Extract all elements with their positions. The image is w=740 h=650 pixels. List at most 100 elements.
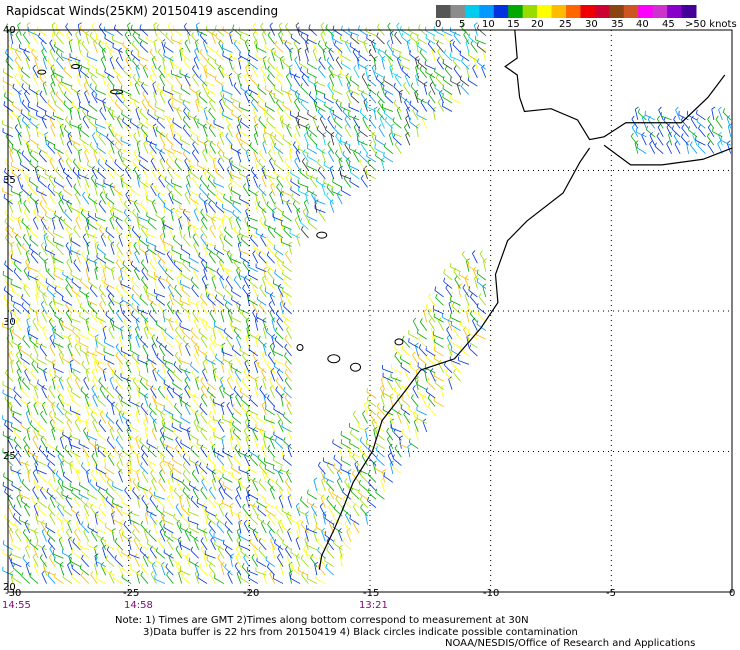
wind-barb: [258, 162, 267, 171]
wind-barb: [5, 372, 14, 382]
wind-barb-flag: [418, 344, 422, 349]
wind-barb-flag: [166, 495, 170, 499]
wind-barb: [107, 203, 115, 213]
wind-barb: [399, 385, 410, 391]
wind-barb-flag: [137, 494, 141, 498]
wind-barb: [433, 334, 444, 340]
wind-barb: [173, 187, 183, 197]
wind-barb: [289, 233, 301, 239]
wind-barb: [350, 491, 360, 500]
wind-barb-flag: [354, 460, 358, 465]
wind-barb-flag: [254, 384, 259, 388]
wind-barb-flag: [155, 294, 158, 299]
wind-barb: [41, 118, 47, 129]
wind-barb: [450, 360, 461, 365]
wind-barb: [62, 188, 73, 197]
wind-barb-flag: [183, 107, 186, 112]
wind-barb-flag: [726, 140, 731, 144]
wind-barb: [212, 159, 216, 171]
wind-barb: [287, 497, 292, 508]
wind-barb: [32, 455, 39, 466]
wind-barb: [99, 413, 107, 424]
wind-barb: [92, 421, 98, 433]
wind-barb-flag: [47, 537, 51, 542]
wind-barb-flag: [62, 455, 64, 460]
wind-barb: [253, 134, 259, 146]
wind-barb-flag: [418, 336, 421, 340]
wind-barb: [70, 451, 81, 458]
wind-barb-flag: [235, 553, 239, 558]
wind-barb: [270, 370, 276, 382]
wind-barb: [412, 354, 419, 365]
wind-barb: [690, 118, 698, 129]
wind-barb: [276, 371, 284, 382]
wind-barb-flag: [35, 123, 40, 127]
wind-barb: [323, 182, 334, 188]
wind-barb-flag: [169, 292, 173, 296]
wind-barb: [165, 136, 174, 146]
wind-barb: [14, 236, 22, 247]
wind-barb-flag: [335, 495, 339, 500]
wind-barb-flag: [90, 571, 94, 575]
wind-barb: [209, 346, 216, 357]
wind-barb: [141, 102, 149, 112]
wind-barb: [188, 301, 199, 306]
wind-barb: [15, 354, 22, 365]
wind-barb: [114, 103, 123, 112]
wind-barb: [38, 272, 47, 281]
wind-barb-flag: [62, 505, 65, 510]
wind-barb-flag: [274, 251, 278, 256]
wind-barb: [205, 242, 216, 247]
wind-barb: [70, 435, 81, 441]
wind-barb-flag: [172, 556, 175, 561]
wind-barb-flag: [223, 193, 225, 198]
wind-barb: [46, 533, 56, 542]
wind-barb: [232, 416, 242, 424]
wind-barb: [155, 147, 166, 154]
wind-barb: [155, 214, 166, 222]
wind-barb-flag: [367, 488, 370, 493]
wind-barb-flag: [40, 300, 45, 305]
wind-barb: [40, 414, 47, 424]
wind-barb: [178, 218, 183, 230]
wind-barb-flag: [478, 293, 482, 297]
wind-barb-flag: [109, 427, 114, 431]
wind-barb: [348, 115, 360, 121]
wind-barb: [344, 523, 352, 534]
wind-barb-flag: [193, 267, 197, 271]
wind-barb: [252, 506, 259, 517]
wind-barb-flag: [174, 284, 177, 289]
wind-barb: [254, 362, 259, 373]
wind-barb-flag: [373, 426, 378, 430]
wind-barb-flag: [201, 216, 205, 221]
wind-barb: [224, 230, 233, 239]
wind-barb: [30, 372, 39, 382]
wind-barb: [71, 492, 81, 500]
wind-barb-flag: [184, 191, 188, 195]
wind-barb-flag: [121, 530, 124, 536]
wind-barb-flag: [65, 157, 69, 162]
wind-barb-flag: [281, 522, 284, 528]
wind-barb-flag: [359, 158, 362, 163]
wind-barb: [143, 185, 149, 196]
wind-barb-flag: [209, 570, 213, 575]
wind-barb: [73, 262, 81, 272]
wind-barb-flag: [44, 258, 49, 262]
wind-barb: [71, 509, 81, 517]
wind-barb: [391, 132, 402, 138]
wind-barb: [213, 402, 225, 407]
wind-barb-flag: [18, 89, 23, 93]
wind-barb-flag: [35, 275, 39, 279]
wind-barb: [43, 235, 48, 247]
wind-barb: [93, 547, 98, 559]
wind-barb: [36, 105, 47, 112]
wind-barb: [358, 492, 368, 500]
wind-barb: [434, 382, 444, 390]
wind-barb-flag: [266, 116, 269, 121]
wind-barb: [162, 227, 166, 239]
wind-barb: [50, 253, 56, 264]
wind-barb-flag: [390, 460, 394, 464]
wind-barb-flag: [93, 148, 98, 152]
wind-barb: [346, 530, 352, 542]
wind-barb: [11, 191, 22, 197]
